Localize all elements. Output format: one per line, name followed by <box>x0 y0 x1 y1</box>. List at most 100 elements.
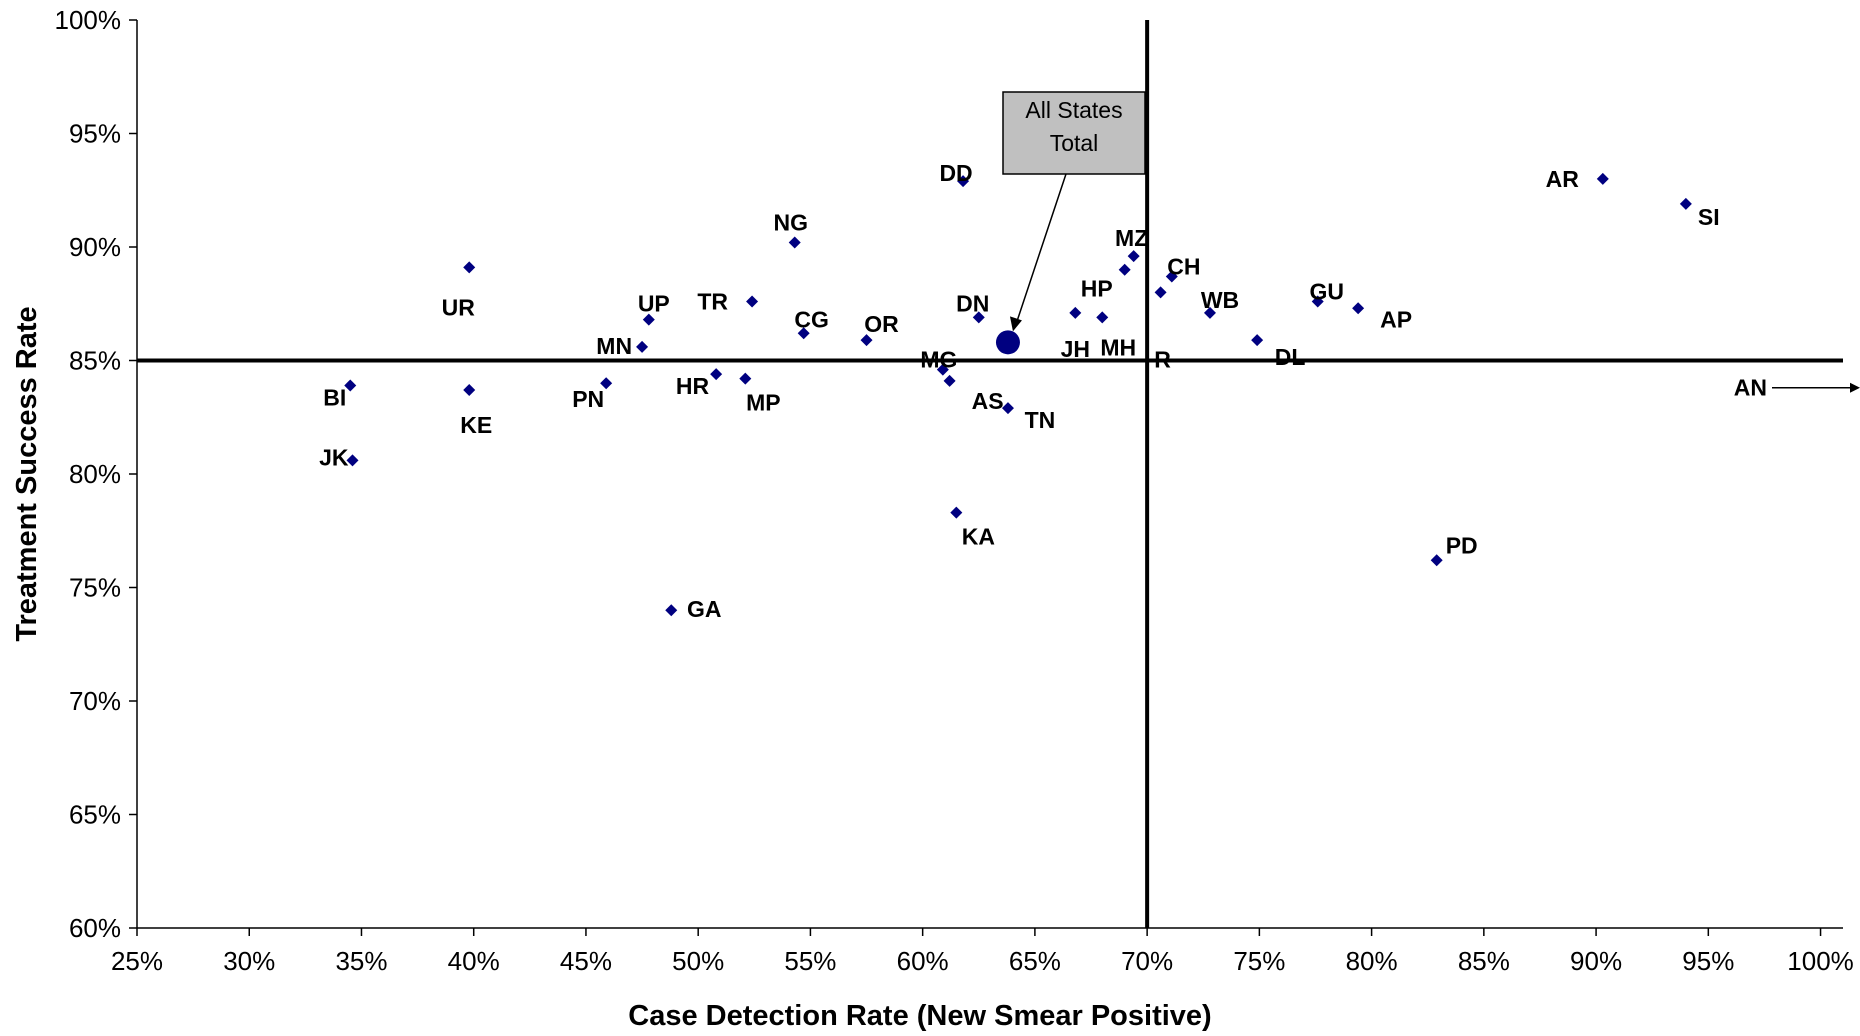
offscale-arrow-head <box>1850 382 1860 393</box>
data-point-tr <box>746 295 759 308</box>
x-axis-title: Case Detection Rate (New Smear Positive) <box>628 1000 1211 1032</box>
y-tick-label: 65% <box>69 800 121 830</box>
point-label-ap: AP <box>1380 306 1412 332</box>
data-point-hr <box>710 368 723 381</box>
point-label-as: AS <box>972 388 1004 414</box>
data-points <box>344 172 1692 617</box>
x-tick-label: 65% <box>1009 946 1061 976</box>
x-tick-label: 70% <box>1121 946 1173 976</box>
y-tick-label: 80% <box>69 459 121 489</box>
x-tick-label: 90% <box>1570 946 1622 976</box>
data-point-mp <box>739 372 752 385</box>
x-tick-label: 85% <box>1458 946 1510 976</box>
point-label-ke: KE <box>460 412 492 438</box>
data-point-or <box>860 334 873 347</box>
point-label-ur: UR <box>442 294 476 320</box>
point-label-tn: TN <box>1025 407 1056 433</box>
data-point-mn <box>636 340 649 353</box>
x-tick-label: 100% <box>1787 946 1854 976</box>
x-tick-label: 50% <box>672 946 724 976</box>
point-label-ar: AR <box>1546 166 1580 192</box>
tick-labels: 25% 30% 35% 40% 45% 50% 55% 60% 65% 70% 75% 80% 85% 9… <box>55 5 1854 976</box>
point-label-si: SI <box>1698 204 1720 230</box>
point-label-an: AN <box>1734 375 1767 401</box>
x-tick-label: 60% <box>897 946 949 976</box>
x-tick-label: 80% <box>1346 946 1398 976</box>
all-states-total-point <box>995 330 1020 355</box>
point-label-hp: HP <box>1081 276 1113 302</box>
point-label-dd: DD <box>939 160 972 186</box>
data-point-jk <box>346 454 359 467</box>
data-point-mh <box>1096 311 1109 324</box>
reference-lines <box>137 20 1843 928</box>
y-tick-label: 90% <box>69 232 121 262</box>
point-label-cg: CG <box>794 306 829 332</box>
callout-arrow-head <box>1009 316 1022 332</box>
point-label-pn: PN <box>572 386 604 412</box>
y-tick-label: 95% <box>69 119 121 149</box>
y-axis-title: Treatment Success Rate <box>11 306 43 641</box>
point-label-mh: MH <box>1100 334 1136 360</box>
data-point-up <box>642 313 655 326</box>
point-label-jk: JK <box>319 444 349 470</box>
point-label-r: R <box>1154 346 1171 372</box>
data-point-dn <box>972 311 985 324</box>
callout-text-line: Total <box>1050 130 1099 156</box>
point-label-gu: GU <box>1309 278 1344 304</box>
data-point-wb <box>1203 306 1216 319</box>
axes <box>136 20 1843 929</box>
x-tick-label: 25% <box>111 946 163 976</box>
y-tick-label: 85% <box>69 346 121 376</box>
data-point-hp <box>1118 263 1131 276</box>
x-tick-label: 75% <box>1233 946 1285 976</box>
point-label-mp: MP <box>746 390 781 416</box>
point-label-bi: BI <box>323 384 346 410</box>
y-tick-label: 100% <box>55 5 122 35</box>
point-label-dl: DL <box>1275 344 1306 370</box>
data-point-ar <box>1596 172 1609 185</box>
y-tick-label: 60% <box>69 913 121 943</box>
point-label-wb: WB <box>1201 287 1239 313</box>
data-point-ch <box>1165 270 1178 283</box>
data-point-r <box>1154 286 1167 299</box>
x-tick-label: 55% <box>784 946 836 976</box>
data-point-jh <box>1069 306 1082 319</box>
point-label-mz: MZ <box>1115 225 1148 251</box>
y-tick-label: 75% <box>69 573 121 603</box>
point-label-mg: MG <box>920 347 957 373</box>
point-label-or: OR <box>864 311 899 337</box>
point-label-mn: MN <box>596 333 632 359</box>
point-label-ch: CH <box>1167 254 1200 280</box>
x-tick-label: 40% <box>448 946 500 976</box>
data-point-ga <box>665 604 678 617</box>
callout-arrow-line <box>1015 173 1067 325</box>
point-label-ka: KA <box>962 524 995 550</box>
point-label-ga: GA <box>687 596 722 622</box>
data-point-dd <box>957 175 970 188</box>
callout-box <box>1002 91 1146 175</box>
data-point-dl <box>1251 334 1264 347</box>
data-point-gu <box>1311 295 1324 308</box>
point-labels: DD AR SI NG UR MZ CH HP R WB GU AP UP TR CG OR DN JH MH DL M… <box>319 160 1860 622</box>
data-point-ur <box>463 261 476 274</box>
y-tick-label: 70% <box>69 686 121 716</box>
all-states-callout: All States Total <box>1002 91 1146 332</box>
point-label-dn: DN <box>956 290 989 316</box>
callout-text-line: All States <box>1025 97 1122 123</box>
data-point-si <box>1679 197 1692 210</box>
data-point-as <box>943 374 956 387</box>
point-label-tr: TR <box>697 288 728 314</box>
x-tick-label: 95% <box>1682 946 1734 976</box>
data-point-ke <box>463 384 476 397</box>
data-point-tn <box>1001 402 1014 415</box>
data-point-bi <box>344 379 357 392</box>
x-tick-label: 30% <box>223 946 275 976</box>
data-point-mz <box>1127 250 1140 263</box>
data-point-ap <box>1352 302 1365 315</box>
data-point-ng <box>788 236 801 249</box>
point-label-pd: PD <box>1446 532 1478 558</box>
data-point-mg <box>936 363 949 376</box>
point-label-ng: NG <box>773 209 808 235</box>
x-tick-label: 45% <box>560 946 612 976</box>
point-label-jh: JH <box>1061 336 1090 362</box>
